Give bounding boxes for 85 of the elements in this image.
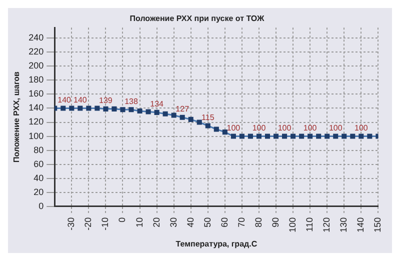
y-tick-label: 140 — [28, 102, 44, 113]
point — [205, 123, 210, 128]
point — [78, 106, 83, 111]
x-tick-label: 70 — [236, 217, 246, 228]
point — [112, 106, 117, 112]
x-tick-label: 150 — [372, 217, 383, 232]
point — [248, 134, 253, 139]
data-label: 115 — [202, 112, 215, 122]
x-tick-label: 50 — [202, 217, 212, 228]
point — [86, 106, 92, 111]
data-label: 138 — [124, 96, 138, 106]
x-tick-label: 20 — [151, 217, 162, 228]
point — [69, 106, 74, 111]
x-tick-label: -20 — [83, 217, 94, 230]
point — [290, 134, 296, 139]
point — [256, 134, 262, 139]
y-tick-label: 240 — [28, 32, 44, 43]
data-label: 127 — [176, 104, 190, 114]
x-tick-label: 10 — [134, 217, 144, 228]
point — [308, 134, 313, 139]
point — [358, 134, 364, 139]
point — [350, 134, 356, 139]
x-tick-label: 0 — [117, 217, 128, 222]
point — [120, 107, 126, 112]
point — [324, 134, 330, 139]
point — [230, 134, 236, 139]
y-tick-label: 40 — [34, 172, 44, 183]
y-tick-label: 20 — [34, 186, 44, 197]
data-label: 139 — [99, 96, 113, 106]
x-tick-label: -10 — [100, 217, 110, 230]
point — [367, 134, 372, 139]
point — [154, 110, 160, 115]
point — [299, 134, 304, 139]
y-axis-title: Положение РХХ, шагов — [12, 71, 22, 162]
x-tick-label: 90 — [270, 217, 280, 228]
data-label: 140 — [58, 95, 72, 104]
y-tick-label: 120 — [28, 116, 44, 127]
x-tick-label: 130 — [338, 217, 349, 232]
point — [180, 114, 185, 120]
point — [239, 134, 244, 139]
point — [264, 134, 270, 139]
point — [214, 126, 219, 132]
y-tick-label: 60 — [34, 158, 44, 169]
point — [282, 134, 288, 139]
x-tick-label: 100 — [288, 217, 298, 232]
chart-title: Положение РХХ при пуске от ТОЖ — [130, 14, 266, 24]
y-tick-label: 0 — [38, 200, 44, 211]
point — [60, 106, 66, 111]
data-label: 100 — [328, 123, 343, 132]
data-label: 100 — [354, 123, 368, 132]
y-tick-label: 200 — [28, 60, 44, 71]
x-tick-label: 110 — [304, 217, 315, 232]
point — [342, 134, 347, 139]
data-label: 140 — [73, 95, 88, 104]
x-tick-label: 40 — [185, 217, 196, 228]
point — [316, 134, 322, 139]
y-tick-label: 80 — [34, 144, 44, 155]
x-tick-label: -30 — [66, 217, 76, 230]
x-axis-title: Температура, град.С — [176, 239, 258, 248]
point — [103, 106, 108, 112]
y-tick-label: 160 — [28, 88, 44, 99]
point — [146, 109, 151, 114]
point — [188, 116, 194, 122]
data-label: 134 — [150, 100, 164, 109]
point — [196, 120, 202, 125]
data-label: 100 — [303, 123, 318, 132]
data-label: 100 — [278, 123, 292, 132]
point — [162, 111, 168, 116]
y-tick-label: 100 — [28, 130, 44, 141]
x-tick-label: 140 — [356, 217, 366, 232]
x-tick-label: 60 — [219, 217, 230, 228]
data-label: 100 — [252, 123, 266, 132]
data-label: 100 — [226, 123, 241, 132]
x-tick-label: 120 — [322, 217, 332, 232]
point — [171, 112, 176, 118]
point — [222, 130, 228, 135]
point — [128, 107, 134, 112]
y-tick-label: 220 — [28, 46, 44, 57]
x-tick-label: 30 — [168, 217, 178, 228]
y-tick-label: 180 — [28, 74, 44, 85]
point — [137, 108, 142, 114]
point — [94, 106, 100, 111]
point — [333, 134, 338, 139]
x-tick-label: 80 — [253, 217, 264, 228]
point — [274, 134, 279, 139]
